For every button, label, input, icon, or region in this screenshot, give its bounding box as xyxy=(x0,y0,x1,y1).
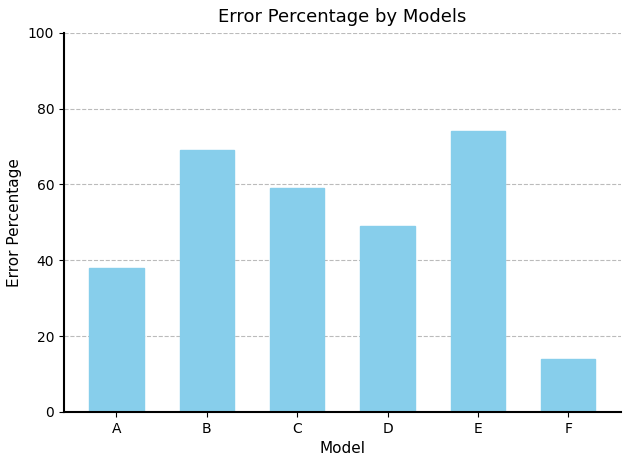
Bar xyxy=(541,359,595,412)
Y-axis label: Error Percentage: Error Percentage xyxy=(7,158,22,287)
Bar xyxy=(451,132,505,412)
Bar xyxy=(360,226,415,412)
Bar xyxy=(180,150,234,412)
Bar xyxy=(270,188,324,412)
Title: Error Percentage by Models: Error Percentage by Models xyxy=(218,7,467,26)
X-axis label: Model: Model xyxy=(319,441,365,456)
Bar xyxy=(90,268,143,412)
